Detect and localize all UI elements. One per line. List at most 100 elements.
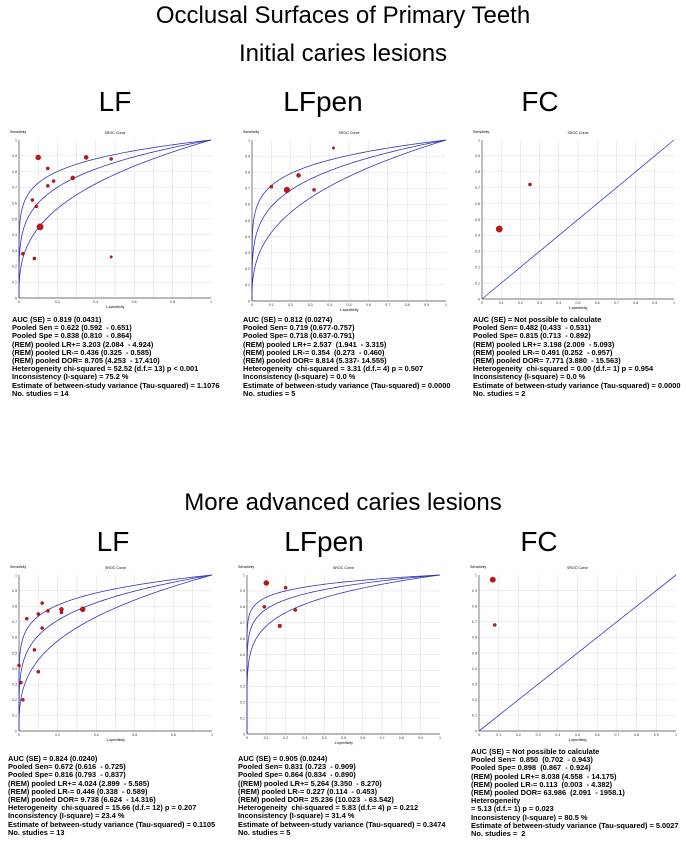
y-tick-label: 0.7 (12, 620, 17, 624)
x-tick-label: 0.6 (595, 301, 600, 305)
study-point (46, 609, 50, 613)
diagonal-line (481, 139, 675, 300)
stat-line: (REM) pooled DOR= 8.705 (4.253 - 17.410) (12, 356, 160, 366)
stat-line: Inconsistency (I-square) = 31.4 % (238, 811, 355, 821)
x-tick-label: 0 (246, 736, 248, 740)
grid (252, 140, 446, 301)
y-tick-label: 0.4 (475, 234, 480, 238)
x-tick-label: 0.4 (555, 733, 560, 737)
stat-line: Estimate of between-study variance (Tau-… (473, 380, 681, 390)
x-tick-label: 0.2 (288, 303, 293, 307)
y-tick-label: 0.2 (240, 701, 245, 705)
grid (482, 140, 674, 299)
y-axis-label: Sensitivity (238, 565, 254, 569)
sroc-plot-advanced-lf: Sensitivity SROC Curve 0 0.1 0.2 0.3 0.4 0.5 0.6… (8, 563, 214, 743)
stat-line: Pooled Spe= 0.898 (0.867 - 0.924) (471, 763, 591, 773)
x-tick-label: 0.1 (499, 301, 504, 305)
y-tick-label: 0.3 (245, 251, 250, 255)
sroc-plot-initial-lf: Sensitivity SROC Curve 0 0.1 0.2 0.3 0.4 0.5 0.6… (8, 128, 213, 310)
x-tick-label: 0.9 (654, 733, 659, 737)
x-tick-label: 0.4 (556, 301, 561, 305)
stat-line: (REM) pooled LR-= 0.436 (0.325 - 0.585) (12, 347, 152, 357)
stat-line: Heterogeneity chi-squared = 52.52 (d.f.=… (12, 364, 199, 374)
stats-block-initial-lf: AUC (SE) = 0.819 (0.0431) Pooled Sen = 0.… (12, 315, 220, 398)
stat-line: Estimate of between-study variance (Tau-… (238, 819, 446, 829)
chart-title: SROC Curve (567, 566, 588, 570)
sroc-plot-advanced-fc: Sensitivity SROC Curve 0 0.1 0.2 0.3 0.4 0.5 0.6… (468, 563, 678, 743)
study-point (528, 182, 532, 187)
stat-line: No. studies = 2 (473, 388, 526, 398)
y-tick-label: 0.4 (12, 667, 17, 671)
stat-line: Pooled Sen= 0.482 (0.433 - 0.531) (473, 323, 591, 333)
x-tick-label: 0.4 (327, 303, 332, 307)
y-tick-label: 0.1 (475, 281, 480, 285)
y-tick-label: 0.1 (12, 714, 17, 718)
stat-line: Pooled Sen = 0.622 (0.592 - 0.651) (12, 323, 132, 333)
sroc-chart: Sensitivity SROC Curve 0 0.1 0.2 0.3 0.4 0.5 0.6… (10, 130, 212, 309)
y-tick-label: 0.8 (12, 170, 17, 174)
stat-line: AUC (SE) = 0.905 (0.0244) (238, 754, 328, 763)
study-point (262, 605, 267, 609)
x-tick-label: 0.8 (399, 736, 404, 740)
y-axis-label: Sensitivity (243, 130, 259, 134)
stat-line: Pooled Spe= 0.816 (0.793 - 0.837) (8, 770, 126, 780)
grid (479, 575, 676, 731)
x-tick-label: 0.1 (496, 733, 501, 737)
x-tick-label: 0.3 (536, 733, 541, 737)
section-heading-advanced: More advanced caries lesions (184, 489, 502, 516)
y-tick-label: 1 (15, 138, 17, 142)
x-tick-label: 0.4 (322, 736, 327, 740)
x-tick-label: 0.8 (633, 301, 638, 305)
x-tick-label: 1 (210, 300, 212, 304)
y-tick-label: 0.6 (472, 636, 477, 640)
stat-line: ((REM) pooled LR+= 5.264 (3.350 - 8.270) (238, 778, 382, 788)
x-tick-label: 1 (211, 733, 213, 737)
study-point (30, 198, 35, 202)
study-point (24, 616, 29, 621)
y-tick-label: 0.7 (475, 186, 480, 190)
stat-line: (REM) pooled LR-= 0.446 (0.338 - 0.589) (8, 786, 148, 796)
stat-line: Estimate of between-study variance (Tau-… (8, 819, 216, 829)
stat-line: Inconsistency (I-square) = 0.0 % (243, 372, 356, 382)
stat-line: (REM) pooled LR+= 3.198 (2.009 - 5.093) (473, 339, 615, 349)
y-tick-label: 0.1 (472, 714, 477, 718)
sroc-upper-ci-curve (246, 574, 441, 735)
x-tick-label: 0.5 (575, 733, 580, 737)
stat-line: Estimate of between-study variance (Tau-… (471, 820, 679, 830)
x-axis-label: 1-specificity (340, 308, 359, 312)
study-point (40, 601, 44, 605)
stat-line: Pooled Spe= 0.718 (0.637-0.791) (243, 331, 355, 341)
study-point (35, 154, 41, 161)
x-tick-label: 0 (18, 733, 20, 737)
x-tick-label: 0.5 (576, 301, 581, 305)
sroc-plot-advanced-lfpen: Sensitivity SROC Curve 0 0.1 0.2 0.3 0.4 0.5 0.6… (236, 563, 442, 746)
y-tick-label: 0.4 (12, 233, 17, 237)
study-point (495, 225, 503, 233)
y-axis-label: Sensitivity (10, 130, 26, 134)
y-tick-label: 0.9 (12, 589, 17, 593)
x-tick-label: 0.4 (93, 300, 98, 304)
sroc-chart: Sensitivity SROC Curve 0 0.1 0.2 0.3 0.4 0.5 0.6… (10, 565, 213, 742)
y-tick-label: 0.8 (12, 605, 17, 609)
grid (19, 140, 211, 298)
x-tick-label: 1 (673, 301, 675, 305)
y-axis-label: Sensitivity (473, 130, 489, 134)
stats-block-advanced-lf: AUC (SE) = 0.824 (0.0240) Pooled Sen= 0.6… (8, 754, 216, 837)
y-tick-label: 1 (248, 138, 250, 142)
chart-title: SROC Curve (339, 131, 360, 135)
study-point (332, 146, 335, 150)
panel-label-fc: FC (521, 86, 559, 117)
x-tick-label: 0.9 (424, 303, 429, 307)
y-axis-label: Sensitivity (10, 565, 26, 569)
sroc-upper-ci-curve (18, 574, 213, 732)
x-axis-label: 1-specificity (568, 738, 587, 742)
sroc-lower-ci-curve (251, 139, 447, 302)
y-tick-label: 0.5 (245, 219, 250, 223)
study-point (79, 606, 86, 613)
y-tick-label: 0.9 (245, 154, 250, 158)
y-tick-label: 0 (15, 296, 17, 300)
section-heading-initial: Initial caries lesions (238, 40, 448, 67)
x-tick-label: 0.6 (595, 733, 600, 737)
y-tick-label: 0.5 (240, 653, 245, 657)
x-axis-label: 1-specificity (106, 305, 125, 309)
